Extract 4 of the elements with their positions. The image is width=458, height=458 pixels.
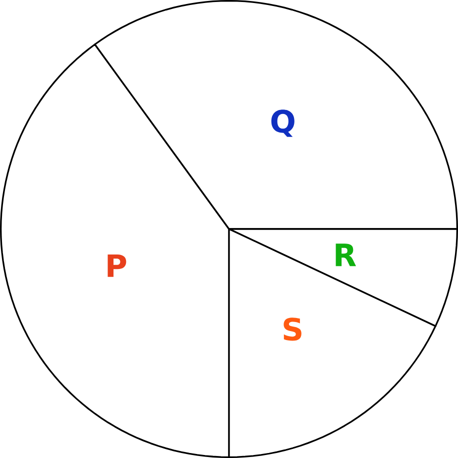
- slice-label: Q: [271, 110, 294, 137]
- slice-label: P: [108, 254, 126, 277]
- slice-label: R: [336, 244, 356, 266]
- slice-label: S: [284, 318, 302, 341]
